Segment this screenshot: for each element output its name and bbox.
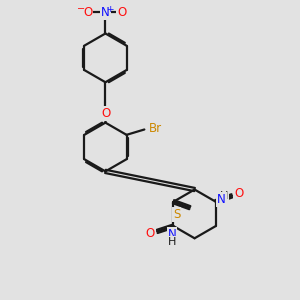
Text: H: H (220, 191, 228, 201)
Text: H: H (168, 236, 176, 247)
Text: N: N (101, 6, 110, 19)
Text: O: O (234, 187, 244, 200)
Text: Br: Br (149, 122, 162, 135)
Text: O: O (101, 107, 111, 120)
Text: O: O (83, 6, 92, 19)
Text: +: + (106, 4, 114, 14)
Text: S: S (173, 208, 180, 221)
Text: O: O (146, 227, 155, 240)
Text: O: O (117, 6, 127, 19)
Text: N: N (168, 228, 176, 241)
Text: N: N (217, 193, 226, 206)
Text: −: − (77, 4, 85, 14)
